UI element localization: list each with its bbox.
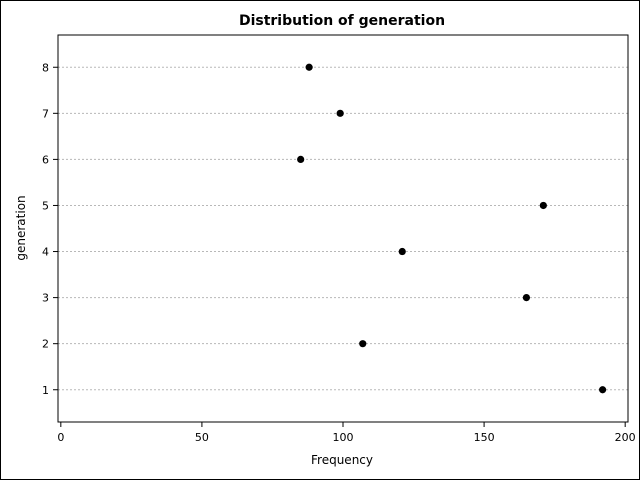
- data-point-6: [297, 155, 305, 163]
- chart-title: Distribution of generation: [239, 13, 445, 29]
- data-point-8: [305, 63, 313, 71]
- y-tick-label-5: 5: [42, 199, 49, 212]
- data-point-7: [336, 109, 344, 117]
- data-point-4: [398, 247, 406, 256]
- x-tick-label-150: 150: [474, 431, 495, 444]
- x-tick-label-100: 100: [333, 431, 354, 444]
- x-axis: 0 50 100 150 200: [57, 422, 636, 444]
- x-tick-label-200: 200: [615, 431, 636, 444]
- data-point-2: [359, 340, 367, 348]
- data-point-1: [599, 386, 607, 394]
- y-tick-label-7: 7: [42, 107, 49, 120]
- x-axis-label: Frequency: [311, 453, 373, 467]
- x-tick-label-0: 0: [57, 431, 64, 444]
- x-tick-label-50: 50: [195, 431, 209, 444]
- y-axis-label: generation: [14, 195, 28, 260]
- y-tick-label-6: 6: [42, 153, 49, 166]
- y-tick-label-2: 2: [42, 338, 49, 351]
- y-axis: 1 2 3 4 5 6 7 8: [42, 61, 58, 397]
- y-tick-label-3: 3: [42, 292, 49, 305]
- points-layer: [297, 63, 607, 394]
- y-tick-label-4: 4: [42, 246, 49, 259]
- plot-area: [57, 34, 629, 423]
- data-point-3: [522, 294, 531, 302]
- data-point-5: [539, 201, 547, 210]
- y-tick-label-8: 8: [42, 61, 49, 74]
- y-tick-label-1: 1: [42, 384, 49, 397]
- grid-layer: [58, 66, 628, 391]
